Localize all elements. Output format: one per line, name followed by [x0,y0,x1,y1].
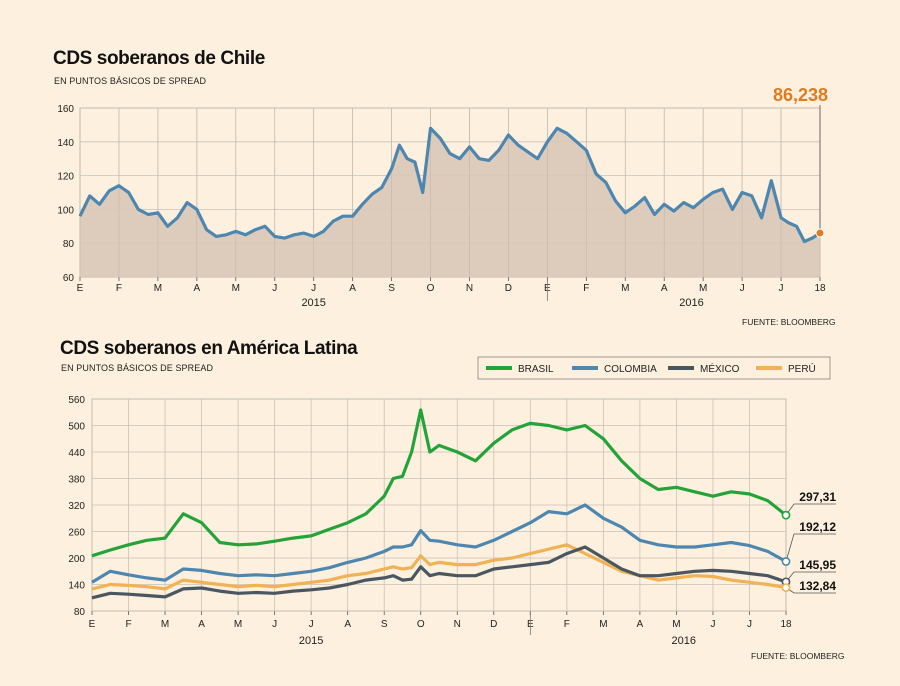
chart1-month-label: D [505,283,512,294]
chart2-month-label: F [564,619,570,630]
legend-box [477,356,831,380]
legend-label-mexico: MÉXICO [700,362,740,375]
chart2-y-tick-label: 140 [68,581,85,592]
end-leader-colombia [785,533,836,562]
chart2-month-label: M [234,619,242,630]
series-line-colombia [91,503,787,584]
end-point-colombia [781,557,791,566]
chart2-month-label: E [89,619,96,630]
chart2-source: FUENTE: BLOOMBERG [751,651,845,661]
chart1-month-label: A [661,283,668,294]
chart2-y-tick-label: 200 [68,554,85,565]
end-label-colombia: 192,12 [799,520,836,534]
chart1-subtitle: EN PUNTOS BÁSICOS DE SPREAD [54,76,207,86]
chart2-year-label: 2015 [299,635,323,647]
chart1-month-label: A [349,283,356,294]
legend-label-colombia: COLOMBIA [604,364,657,375]
chart1-y-tick-label: 140 [57,138,74,149]
chart2-y-tick-label: 560 [68,395,85,406]
chart1-month-label: J [740,283,745,294]
chart1-month-label: J [311,283,316,294]
chart2-month-label: J [309,619,314,630]
chart1-month-label: M [154,283,162,294]
end-point-brasil [781,510,791,520]
chart1-y-tick-label: 80 [63,239,75,250]
chart1-month-label: J [272,283,277,294]
chart2-month-label: O [417,619,425,630]
chart1-year-label: 2016 [679,297,703,309]
chart1-source: FUENTE: BLOOMBERG [742,317,836,327]
chart1-month-label: S [388,283,395,294]
chart1-month-label: M [621,283,629,294]
end-leader-brasil [785,503,836,516]
chart2-y-tick-label: 500 [68,422,85,433]
chart2-month-label: F [125,619,131,630]
chart1-year-label: 2015 [301,297,325,309]
chart1-month-label: J [779,283,784,294]
chart1-month-label: A [194,283,201,294]
chart1-month-label: E [77,283,84,294]
chart1-month-label: F [116,283,122,294]
chile-last-point [815,228,825,238]
legend-label-brasil: BRASIL [518,364,554,375]
end-label-mexico: 145,95 [799,558,836,572]
chart2-month-label: J [710,619,715,630]
chart2-y-tick-label: 380 [68,475,85,486]
chart1-month-label: M [232,283,240,294]
chile-line [78,126,821,244]
chart2-y-tick-label: 320 [68,501,85,512]
chile-area [80,128,820,277]
chart2-y-tick-label: 440 [68,448,85,459]
chart1-month-label: N [466,283,473,294]
chart2-month-label: N [454,619,461,630]
series-line-brasil [91,408,787,558]
chart2-month-label: D [490,619,497,630]
chart1-month-label: M [699,283,707,294]
chart1-month-label: F [583,283,589,294]
chart2-month-label: A [344,619,351,630]
chart1-y-tick-label: 120 [57,172,74,183]
chart2-y-tick-label: 80 [74,607,86,618]
chart2-month-label: M [672,619,680,630]
end-label-peru: 132,84 [799,579,836,593]
chart2-month-label: S [381,619,388,630]
chart2-y-tick-label: 260 [68,528,85,539]
chart2-month-label: A [637,619,644,630]
chart2-month-label: A [198,619,205,630]
chart1-month-label: O [427,283,435,294]
chart2-month-label: M [161,619,169,630]
series-line-mexico [91,545,787,600]
chart2-month-label: 18 [780,619,792,630]
chart1-month-label: 18 [814,283,826,294]
chart2-subtitle: EN PUNTOS BÁSICOS DE SPREAD [61,363,214,373]
chart1-y-tick-label: 160 [57,104,74,115]
chart1-y-tick-label: 60 [63,273,75,284]
chart2-month-label: J [747,619,752,630]
chart2-month-label: M [599,619,607,630]
chart2-title: CDS soberanos en América Latina [60,338,358,359]
legend-label-peru: PERÚ [788,362,816,375]
chart1-y-tick-label: 100 [57,205,74,216]
chart1-title: CDS soberanos de Chile [53,48,265,69]
end-point-peru [781,583,791,592]
series-line-peru [91,543,787,591]
chile-last-value: 86,238 [773,85,828,105]
chart2-year-label: 2016 [671,635,695,647]
end-label-brasil: 297,31 [799,490,836,504]
chart2-month-label: J [272,619,277,630]
